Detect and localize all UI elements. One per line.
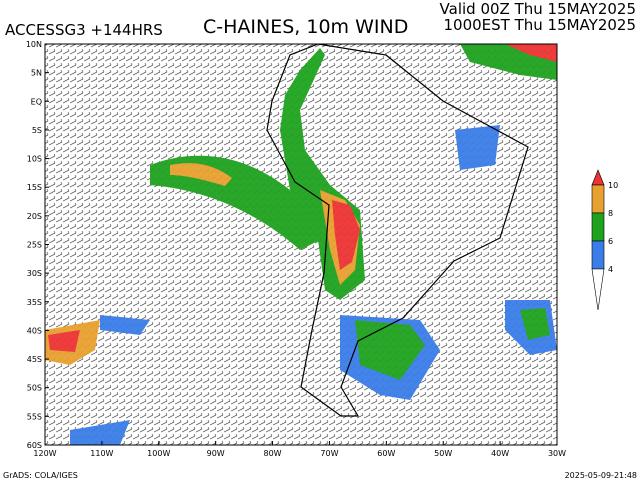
lon-label: 50W — [434, 449, 452, 458]
lat-label: 60S — [27, 441, 42, 450]
colorbar-label: 10 — [608, 181, 618, 190]
colorbar-label: 4 — [608, 265, 613, 274]
lat-label: 15S — [27, 183, 42, 192]
lat-label: 50S — [27, 384, 42, 393]
lat-label: 45S — [27, 355, 42, 364]
lat-label: 35S — [27, 298, 42, 307]
lon-label: 100W — [147, 449, 170, 458]
timestamp: 2025-05-09-21:48 — [565, 471, 637, 480]
lon-label: 60W — [377, 449, 395, 458]
valid-utc: Valid 00Z Thu 15MAY2025 — [440, 0, 636, 18]
lon-label: 30W — [548, 449, 566, 458]
lat-label: 5S — [32, 126, 42, 135]
lon-label: 120W — [33, 449, 56, 458]
lon-label: 70W — [320, 449, 338, 458]
lat-label: 20S — [27, 212, 42, 221]
colorbar: 4 6 8 10 — [591, 169, 618, 311]
coastline — [266, 44, 529, 417]
valid-local: 1000EST Thu 15MAY2025 — [443, 16, 636, 34]
shading — [45, 44, 557, 445]
lat-label: 25S — [27, 241, 42, 250]
lon-label: 80W — [264, 449, 282, 458]
colorbar-label: 8 — [608, 209, 613, 218]
lat-label: 10N — [26, 40, 42, 49]
colorbar-label: 6 — [608, 237, 613, 246]
credit: GrADS: COLA/IGES — [3, 471, 78, 480]
lat-label: 30S — [27, 269, 42, 278]
lon-label: 110W — [90, 449, 113, 458]
lon-label: 90W — [207, 449, 225, 458]
lat-label: 55S — [27, 412, 42, 421]
map-title: C-HAINES, 10m WIND — [203, 16, 408, 38]
lat-label: 10S — [27, 155, 42, 164]
map-field — [45, 44, 557, 445]
axis-labels: 10N 5N EQ 5S 10S 15S 20S 25S 30S 35S 40S 45S 50S 55S 6… — [26, 40, 566, 458]
model-label: ACCESSG3 +144HRS — [5, 21, 163, 39]
lat-label: 40S — [27, 326, 42, 335]
lon-label: 40W — [491, 449, 509, 458]
lat-label: EQ — [31, 97, 42, 106]
lat-label: 5N — [31, 69, 42, 78]
